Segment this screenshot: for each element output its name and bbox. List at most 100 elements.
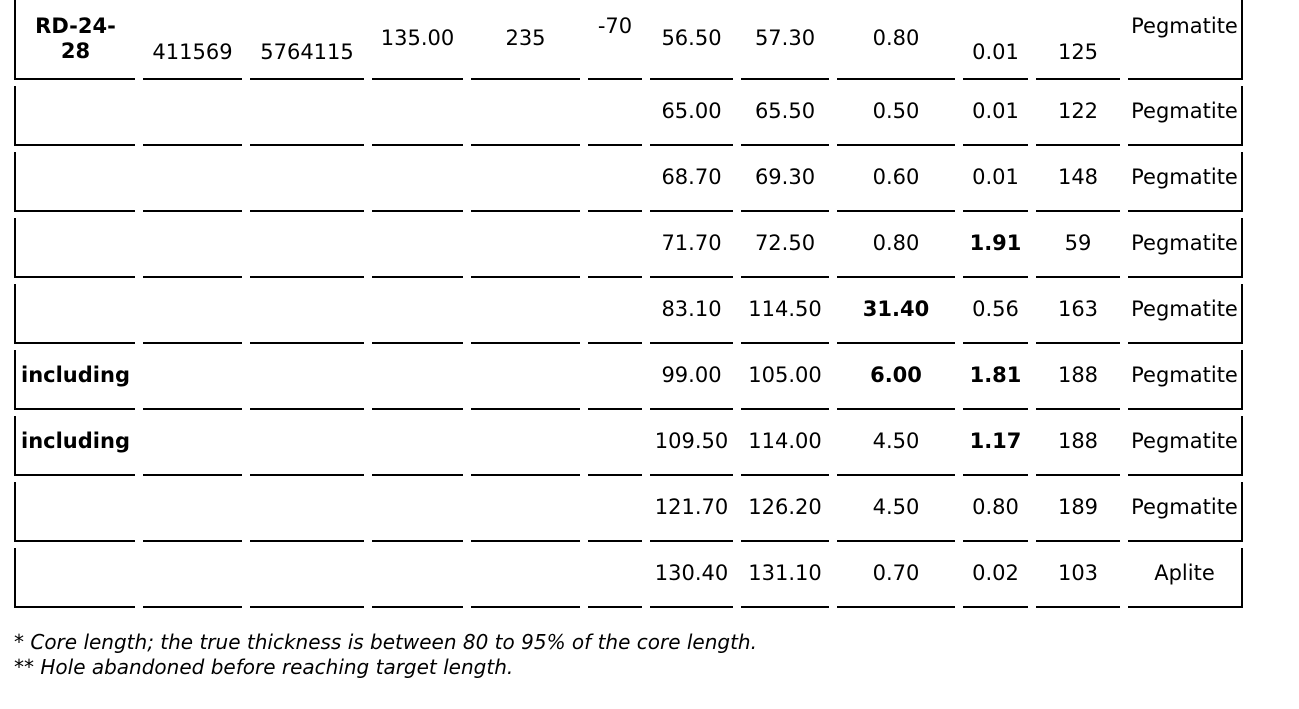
table-cell: 125: [1036, 0, 1120, 80]
table-cell: -70: [588, 0, 642, 80]
table-cell: [143, 152, 242, 212]
table-cell: 105.00: [741, 350, 829, 410]
table-cell: [143, 350, 242, 410]
lithology-cell: Pegmatite: [1128, 350, 1243, 410]
table-cell: 59: [1036, 218, 1120, 278]
table-cell: [372, 284, 463, 344]
table-cell: 4.50: [837, 482, 955, 542]
table-cell: 103: [1036, 548, 1120, 608]
table-cell: 0.60: [837, 152, 955, 212]
table-cell: 130.40: [650, 548, 733, 608]
table-cell: 148: [1036, 152, 1120, 212]
table-cell: [372, 482, 463, 542]
table-cell: [143, 218, 242, 278]
table-cell: [471, 86, 580, 146]
table-cell: [14, 86, 135, 146]
table-cell: [143, 416, 242, 476]
table-cell: 56.50: [650, 0, 733, 80]
table-cell: [143, 86, 242, 146]
table-row: 130.40 131.10 0.70 0.02 103 Aplite: [14, 548, 1243, 608]
table-cell: 57.30: [741, 0, 829, 80]
table-row: 65.00 65.50 0.50 0.01 122 Pegmatite: [14, 86, 1243, 146]
table-cell: 126.20: [741, 482, 829, 542]
lithology-cell: Pegmatite: [1128, 482, 1243, 542]
table-cell: 189: [1036, 482, 1120, 542]
hole-id-cell: RD-24-28: [14, 0, 135, 80]
table-cell: 4.50: [837, 416, 955, 476]
table-cell: 411569: [143, 0, 242, 80]
table-cell: 0.02: [963, 548, 1028, 608]
table-row: including 109.50 114.00 4.50 1.17 188 Pe…: [14, 416, 1243, 476]
table-cell: [250, 482, 364, 542]
lithology-cell: Pegmatite: [1128, 152, 1243, 212]
table-cell: 0.80: [963, 482, 1028, 542]
table-cell: [588, 218, 642, 278]
table-cell: [250, 548, 364, 608]
table-cell: [143, 482, 242, 542]
table-cell: 69.30: [741, 152, 829, 212]
table-cell: [143, 284, 242, 344]
table-cell: 114.00: [741, 416, 829, 476]
table-cell: 1.91: [963, 218, 1028, 278]
table-cell: 65.50: [741, 86, 829, 146]
table-cell: 131.10: [741, 548, 829, 608]
table-cell: [372, 548, 463, 608]
table-cell: 188: [1036, 416, 1120, 476]
table-cell: 0.01: [963, 152, 1028, 212]
table-cell: [372, 350, 463, 410]
table-cell: [250, 350, 364, 410]
table-cell: 135.00: [372, 0, 463, 80]
table-cell: [372, 416, 463, 476]
table-cell: 0.70: [837, 548, 955, 608]
table-cell: 1.81: [963, 350, 1028, 410]
table-cell: 0.01: [963, 0, 1028, 80]
table-cell: [372, 86, 463, 146]
table-cell: 121.70: [650, 482, 733, 542]
footnotes: * Core length; the true thickness is bet…: [14, 630, 1299, 680]
table-cell: [471, 284, 580, 344]
table-cell: 235: [471, 0, 580, 80]
table-cell: 99.00: [650, 350, 733, 410]
table-row: 68.70 69.30 0.60 0.01 148 Pegmatite: [14, 152, 1243, 212]
table-cell: 72.50: [741, 218, 829, 278]
lithology-cell: Pegmatite: [1128, 86, 1243, 146]
table-cell: 122: [1036, 86, 1120, 146]
table-cell: 109.50: [650, 416, 733, 476]
table-cell: [588, 416, 642, 476]
table-cell: 65.00: [650, 86, 733, 146]
table-cell: [14, 284, 135, 344]
table-cell: [588, 152, 642, 212]
table-cell: 188: [1036, 350, 1120, 410]
table-cell: [372, 218, 463, 278]
table-cell: 0.80: [837, 218, 955, 278]
footnote-hole-abandoned: ** Hole abandoned before reaching target…: [14, 655, 514, 679]
table-cell: [14, 548, 135, 608]
table-row: 83.10 114.50 31.40 0.56 163 Pegmatite: [14, 284, 1243, 344]
table-cell: [372, 152, 463, 212]
table-cell: [588, 284, 642, 344]
table-cell: [250, 152, 364, 212]
table-row: 121.70 126.20 4.50 0.80 189 Pegmatite: [14, 482, 1243, 542]
table-cell: [471, 218, 580, 278]
table-cell: 83.10: [650, 284, 733, 344]
table-cell: [471, 482, 580, 542]
table-cell: [250, 218, 364, 278]
table-cell: 1.17: [963, 416, 1028, 476]
table-cell: 0.01: [963, 86, 1028, 146]
table-cell: [250, 416, 364, 476]
table-cell: [471, 416, 580, 476]
table-cell: [250, 86, 364, 146]
including-label-cell: including: [14, 416, 135, 476]
table-cell: 71.70: [650, 218, 733, 278]
lithology-cell: Pegmatite: [1128, 284, 1243, 344]
table-cell: 31.40: [837, 284, 955, 344]
table-cell: 68.70: [650, 152, 733, 212]
table-cell: 163: [1036, 284, 1120, 344]
table-cell: 6.00: [837, 350, 955, 410]
table-cell: [471, 548, 580, 608]
lithology-cell: Pegmatite: [1128, 416, 1243, 476]
table-cell: [14, 218, 135, 278]
table-cell: [471, 152, 580, 212]
table-row: including 99.00 105.00 6.00 1.81 188 Peg…: [14, 350, 1243, 410]
